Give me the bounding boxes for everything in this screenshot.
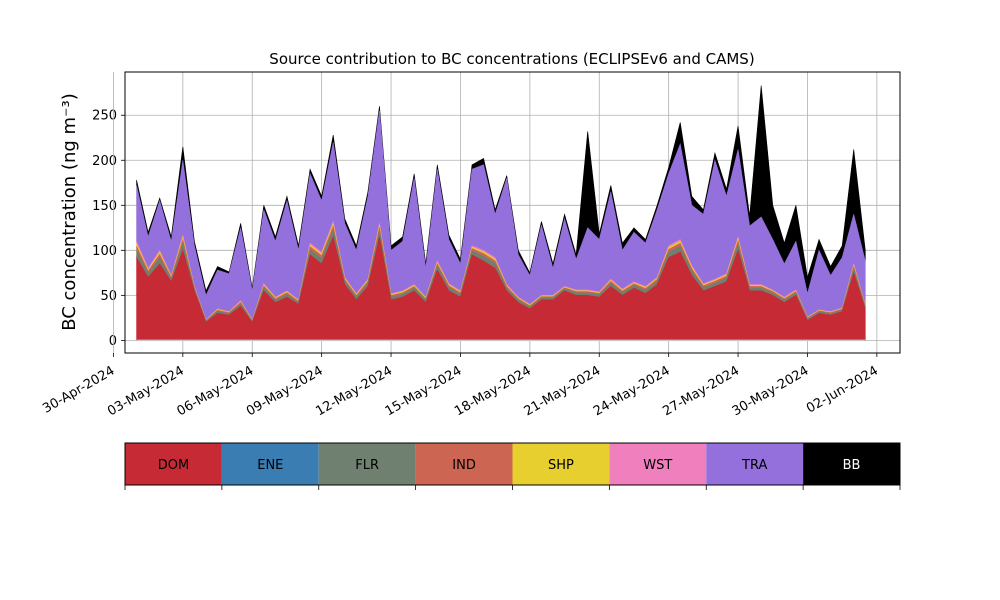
x-tick-label: 15-May-2024 <box>383 363 465 419</box>
legend-label-ene: ENE <box>257 458 283 473</box>
legend-label-ind: IND <box>452 458 476 473</box>
x-tick-label: 30-May-2024 <box>730 363 812 419</box>
legend-swatch-shp <box>512 443 610 485</box>
legend-swatch-ene <box>221 443 319 485</box>
y-tick-label: 100 <box>92 244 117 259</box>
legend-swatch-tra <box>706 443 804 485</box>
legend-label-shp: SHP <box>548 458 574 473</box>
legend: DOM ENE FLR IND SHP WST TRA BB <box>124 442 901 490</box>
y-tick-label: 0 <box>109 334 117 349</box>
legend-swatch-wst <box>609 443 707 485</box>
plot-frame <box>124 71 901 354</box>
x-tick-label: 21-May-2024 <box>522 363 604 419</box>
legend-swatch-flr <box>318 443 416 485</box>
x-tick-label: 09-May-2024 <box>244 363 326 419</box>
y-axis-label: BC concentration (ng m⁻³) <box>59 93 80 331</box>
x-tick-label: 27-May-2024 <box>660 363 742 419</box>
legend-label-flr: FLR <box>355 458 379 473</box>
legend-label-wst: WST <box>643 458 672 473</box>
y-tick-label: 200 <box>92 154 117 169</box>
y-tick-label: 250 <box>92 109 117 124</box>
x-tick-label: 06-May-2024 <box>175 363 257 419</box>
x-tick-label: 02-Jun-2024 <box>804 363 881 416</box>
x-tick-label: 24-May-2024 <box>591 363 673 419</box>
legend-swatch-bb <box>803 443 900 485</box>
y-tick-label: 150 <box>92 199 117 214</box>
legend-label-dom: DOM <box>158 458 189 473</box>
legend-swatch-dom <box>125 443 222 485</box>
x-tick-label: 12-May-2024 <box>313 363 395 419</box>
legend-label-bb: BB <box>843 458 861 473</box>
chart-title: Source contribution to BC concentrations… <box>269 50 754 68</box>
plot-area: 05010015020025030-Apr-202403-May-202406-… <box>40 71 901 419</box>
y-tick-label: 50 <box>100 289 117 304</box>
x-tick-label: 18-May-2024 <box>452 363 534 419</box>
legend-label-tra: TRA <box>741 458 767 473</box>
legend-swatch-ind <box>415 443 513 485</box>
x-tick-label: 03-May-2024 <box>105 363 187 419</box>
